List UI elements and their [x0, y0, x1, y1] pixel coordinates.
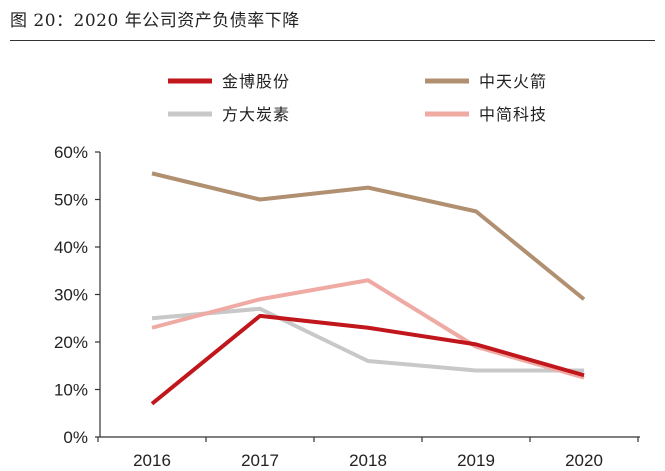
x-tick-label: 2017: [241, 451, 279, 470]
legend-label: 中简科技: [479, 105, 547, 124]
x-tick-label: 2018: [349, 451, 387, 470]
y-tick-label: 60%: [54, 143, 88, 162]
y-tick-label: 40%: [54, 238, 88, 257]
y-tick-label: 30%: [54, 286, 88, 305]
title-divider: [10, 40, 655, 41]
y-tick-label: 0%: [63, 428, 88, 447]
legend-label: 中天火箭: [479, 72, 547, 91]
legend-label: 金博股份: [222, 72, 290, 91]
series-line-3: [151, 306, 584, 373]
figure-title: 图 20：2020 年公司资产负债率下降: [10, 11, 300, 31]
x-tick-label: 2016: [133, 451, 171, 470]
series-lines: [150, 171, 586, 406]
x-tick-label: 2019: [457, 451, 495, 470]
y-tick-label: 50%: [54, 191, 88, 210]
y-tick-label: 20%: [54, 333, 88, 352]
series-line-1: [150, 313, 585, 406]
x-tick-label: 2020: [565, 451, 603, 470]
series-line-2: [151, 171, 586, 301]
chart-axes: 0% 10% 20% 30% 40% 50% 60% 2016 2017 2018 2019 2020: [54, 143, 640, 470]
y-tick-label: 10%: [54, 381, 88, 400]
legend-label: 方大炭素: [222, 105, 290, 124]
series-line-4: [151, 278, 585, 380]
